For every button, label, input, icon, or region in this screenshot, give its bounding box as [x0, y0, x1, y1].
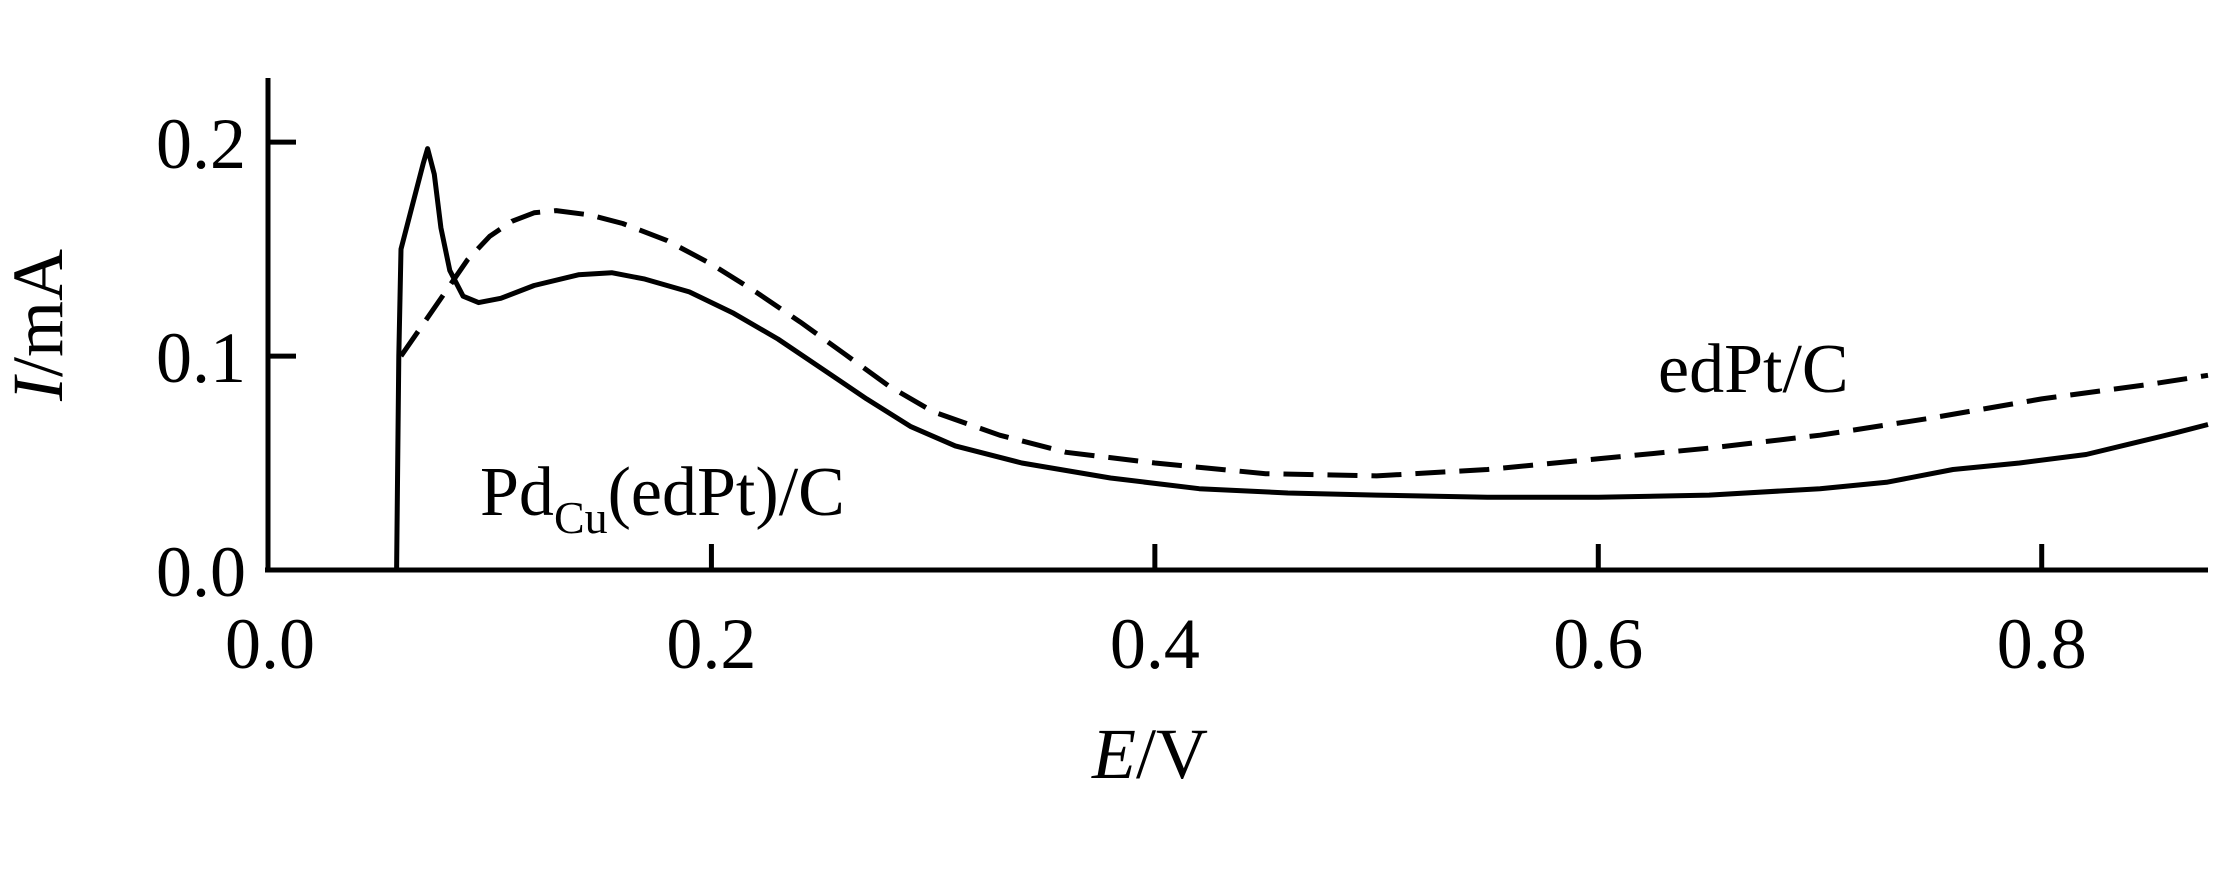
series-label-pdcu-sub: Cu — [554, 492, 608, 543]
x-tick-label: 0.4 — [1110, 604, 1200, 684]
series-label-pdcu-main: Pd — [480, 454, 554, 531]
series-line-pdcu-edpt — [394, 146, 2209, 571]
x-tick-label: 0.8 — [1997, 604, 2087, 684]
y-tick-label: 0.1 — [156, 318, 246, 398]
x-axis-unit: /V — [1136, 714, 1208, 794]
x-tick-label: 0.6 — [1553, 604, 1643, 684]
series-label-pdcu: PdCu(edPt)/C — [480, 454, 845, 543]
series-line-edpt — [398, 208, 2209, 479]
y-axis-label: I/mA — [0, 249, 78, 402]
series-label-edpt: edPt/C — [1658, 331, 1849, 408]
y-ticks: 0.0 0.1 0.2 — [156, 104, 296, 612]
x-tick-label: 0.0 — [225, 604, 315, 684]
y-axis-unit: /mA — [0, 249, 78, 377]
series-layer — [394, 146, 2209, 571]
x-tick-label: 0.2 — [666, 604, 756, 684]
x-ticks: 0.0 0.2 0.4 0.6 0.8 — [225, 544, 2087, 684]
series-label-pdcu-rest: (edPt)/C — [608, 454, 845, 531]
y-axis-symbol: I — [0, 374, 78, 402]
x-axis-symbol: E — [1091, 714, 1136, 794]
y-tick-label: 0.2 — [156, 104, 246, 184]
x-axis-label: E/V — [1091, 714, 1208, 794]
y-tick-label: 0.0 — [156, 532, 246, 612]
